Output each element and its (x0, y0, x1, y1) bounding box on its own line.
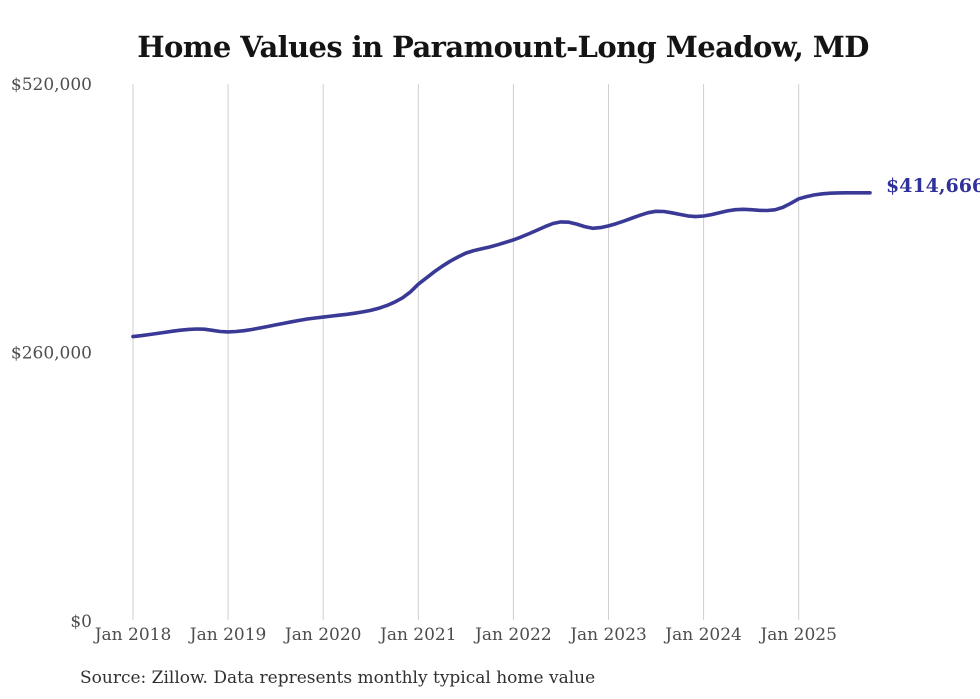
x-tick-label: Jan 2021 (378, 625, 457, 645)
source-note: Source: Zillow. Data represents monthly … (80, 668, 595, 688)
x-tick-label: Jan 2019 (188, 625, 267, 645)
x-tick-label: Jan 2018 (93, 625, 172, 645)
y-tick-label: $0 (70, 612, 92, 632)
chart-title: Home Values in Paramount-Long Meadow, MD (137, 30, 869, 64)
x-tick-label: Jan 2022 (473, 625, 552, 645)
x-tick-label: Jan 2020 (283, 625, 362, 645)
gridlines (132, 84, 800, 620)
current-value-label: $414,666 (886, 175, 980, 197)
home-value-line-series (131, 191, 872, 339)
y-tick-label: $520,000 (11, 75, 92, 95)
x-tick-label: Jan 2025 (758, 625, 837, 645)
x-axis-labels: Jan 2018 Jan 2019 Jan 2020 Jan 2021 Jan 2022… (93, 625, 837, 645)
y-tick-label: $260,000 (11, 344, 92, 364)
x-tick-label: Jan 2023 (568, 625, 647, 645)
x-tick-label: Jan 2024 (663, 625, 742, 645)
y-axis-labels: $520,000 $260,000 $0 (11, 75, 92, 632)
